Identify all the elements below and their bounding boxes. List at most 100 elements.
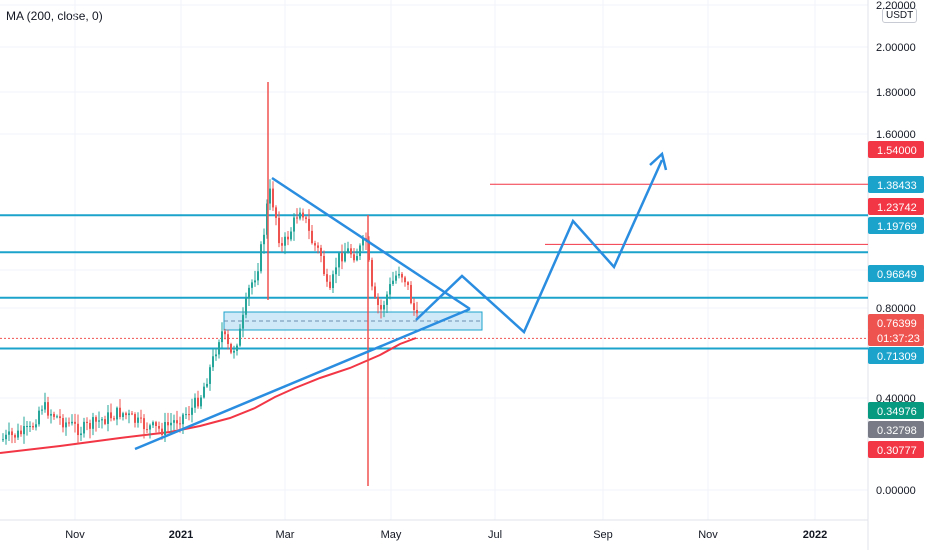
y-axis: 0.000000.400000.800001.000001.600001.800… <box>876 0 916 497</box>
drawings[interactable] <box>134 151 668 451</box>
price-badge-label: 0.30777 <box>877 445 917 457</box>
candle-body <box>206 383 208 387</box>
candle-body <box>389 284 391 295</box>
price-badge-label: 1.23742 <box>877 202 917 214</box>
candle-body <box>104 419 106 424</box>
candle-body <box>146 429 148 431</box>
candle-body <box>185 414 187 416</box>
y-tick-label: 1.60000 <box>876 129 916 141</box>
candle-body <box>203 386 205 398</box>
candle-body <box>56 416 58 418</box>
candle-body <box>281 243 283 246</box>
candle-body <box>242 314 244 329</box>
candle-body <box>353 254 355 261</box>
candle-body <box>410 284 412 304</box>
candle-body <box>260 244 262 272</box>
candle-body <box>407 282 409 285</box>
indicator-label[interactable]: MA (200, close, 0) <box>6 9 103 23</box>
y-tick-label: 0.80000 <box>876 303 916 315</box>
candle-body <box>359 245 361 257</box>
candle-body <box>305 217 307 219</box>
candle-body <box>65 422 67 428</box>
y-tick-label: 2.00000 <box>876 42 916 54</box>
candle-body <box>17 430 19 438</box>
candle-body <box>101 419 103 421</box>
candle-body <box>317 245 319 248</box>
candle-body <box>224 331 226 335</box>
price-badge <box>868 347 924 364</box>
arrow-head <box>649 151 668 171</box>
candle-body <box>398 273 400 276</box>
candle-body <box>74 421 76 424</box>
candle-body <box>143 418 145 430</box>
candle-body <box>269 188 271 204</box>
candle-body <box>116 407 118 420</box>
candle-body <box>263 234 265 245</box>
candle-body <box>380 305 382 310</box>
candle-body <box>413 303 415 310</box>
candle-body <box>350 248 352 255</box>
price-badge <box>868 314 924 331</box>
price-badge-label: 1.38433 <box>877 180 917 192</box>
candle-body <box>128 413 130 416</box>
candle-body <box>179 423 181 425</box>
candle-body <box>293 217 295 232</box>
candle-body <box>266 203 268 235</box>
candle-body <box>47 402 49 416</box>
candle-body <box>290 231 292 240</box>
price-badges: 1.54000 1.38433 1.23742 1.19769 0.96849 0.763… <box>868 141 924 458</box>
candle-body <box>254 280 256 283</box>
price-badge <box>868 329 924 346</box>
candle-body <box>173 420 175 423</box>
price-badge-label: 0.32798 <box>877 425 917 437</box>
candle-body <box>383 304 385 310</box>
candle-body <box>320 247 322 256</box>
candle-body <box>167 422 169 426</box>
candle-body <box>71 421 73 424</box>
candle-body <box>32 425 34 428</box>
candle-body <box>221 331 223 343</box>
candle-body <box>191 407 193 415</box>
axes <box>0 0 869 550</box>
candles <box>2 82 418 486</box>
candle-body <box>227 334 229 345</box>
candle-body <box>134 414 136 423</box>
price-badge-label: 0.34976 <box>877 406 917 418</box>
candle-body <box>35 424 37 428</box>
x-tick-label: Jul <box>488 529 502 541</box>
candle-body <box>50 413 52 416</box>
candle-body <box>299 212 301 219</box>
candle-body <box>296 217 298 219</box>
candle-body <box>368 240 370 260</box>
candle-body <box>149 425 151 430</box>
candle-body <box>209 367 211 384</box>
candle-body <box>20 430 22 435</box>
candle-body <box>308 218 310 231</box>
currency-label[interactable]: USDT <box>882 8 918 23</box>
candle-body <box>53 413 55 417</box>
candle-body <box>314 243 316 246</box>
price-badge <box>868 217 924 234</box>
x-tick-label: Nov <box>698 529 718 541</box>
candle-body <box>233 350 235 353</box>
y-tick-label: 2.20000 <box>876 0 916 12</box>
ma-line <box>0 337 417 454</box>
x-tick-label: May <box>381 529 402 541</box>
candle-body <box>89 423 91 429</box>
candle-body <box>278 217 280 244</box>
x-tick-label: Nov <box>65 529 85 541</box>
price-badge <box>868 176 924 193</box>
x-tick-label: 2021 <box>169 529 193 541</box>
price-badge <box>868 402 924 419</box>
candle-body <box>77 423 79 436</box>
candle-body <box>188 414 190 416</box>
candle-body <box>215 354 217 357</box>
price-badge <box>868 421 924 438</box>
candle-body <box>311 230 313 244</box>
price-badge-label: 0.71309 <box>877 351 917 363</box>
candle-body <box>11 431 13 436</box>
price-badge-label: 1.19769 <box>877 221 917 233</box>
candle-body <box>161 428 163 436</box>
grid <box>0 0 868 520</box>
